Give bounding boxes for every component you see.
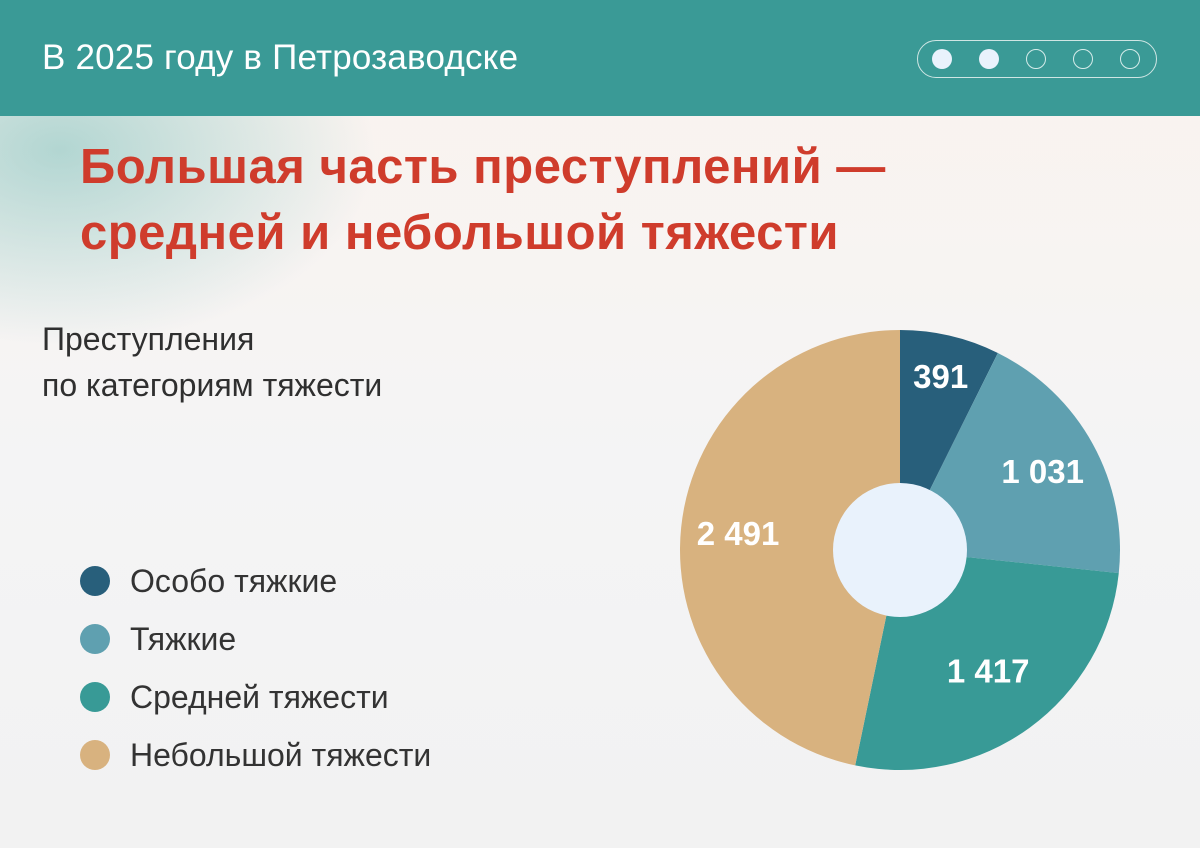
pie-slice — [680, 330, 900, 766]
headline-line-2: средней и небольшой тяжести — [80, 206, 839, 260]
legend-swatch — [80, 566, 110, 596]
pager-dot-4[interactable] — [1073, 49, 1093, 69]
chart-subtitle: Преступления по категориям тяжести — [42, 316, 382, 408]
slice-value-label: 1 417 — [947, 652, 1030, 689]
donut-hole — [833, 483, 967, 617]
legend-label: Особо тяжкие — [130, 563, 338, 599]
slide-pager — [917, 40, 1157, 78]
pager-dot-5[interactable] — [1120, 49, 1140, 69]
slice-value-label: 2 491 — [697, 515, 780, 552]
legend-label: Средней тяжести — [130, 679, 389, 715]
subtitle-line-2: по категориям тяжести — [42, 367, 383, 403]
header-bar: В 2025 году в Петрозаводске — [0, 0, 1200, 116]
pager-dot-3[interactable] — [1026, 49, 1046, 69]
slice-value-label: 1 031 — [1001, 453, 1084, 490]
donut-chart: 391 1 031 1 417 2 491 — [680, 330, 1120, 770]
legend-label: Тяжкие — [130, 621, 237, 657]
pager-dot-1[interactable] — [932, 49, 952, 69]
legend-label: Небольшой тяжести — [130, 737, 432, 773]
subtitle-line-1: Преступления — [42, 321, 255, 357]
headline-line-1: Большая часть преступлений — — [80, 140, 886, 194]
header-title: В 2025 году в Петрозаводске — [42, 38, 519, 77]
legend-swatch — [80, 682, 110, 712]
slice-value-label: 391 — [913, 358, 968, 395]
pager-dot-2[interactable] — [979, 49, 999, 69]
legend-swatch — [80, 624, 110, 654]
page-headline: Большая часть преступлений — средней и н… — [80, 134, 1120, 266]
legend-swatch — [80, 740, 110, 770]
